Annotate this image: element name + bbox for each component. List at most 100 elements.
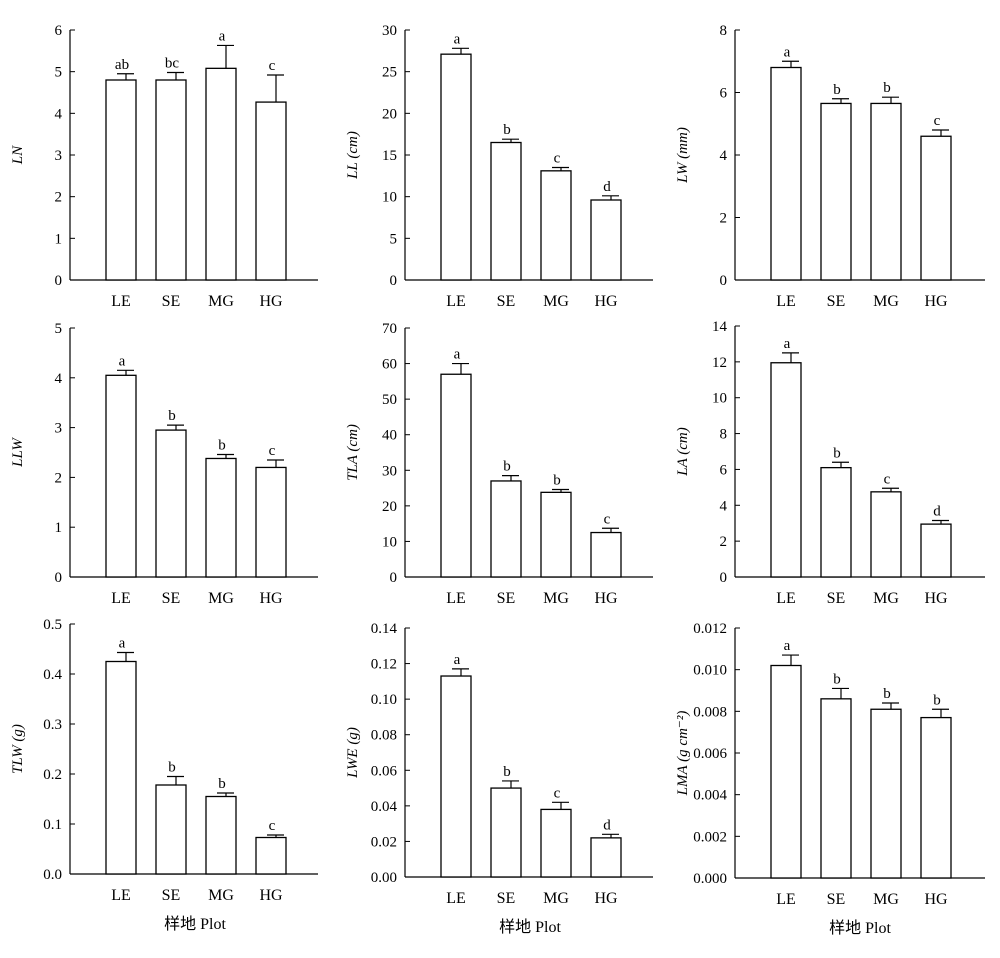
x-tick-label: SE	[162, 590, 181, 607]
y-tick-label: 0.004	[693, 788, 727, 804]
panel-4: 0 1 2 3 4 5 LLW a LE b SE b MG c HG	[10, 321, 318, 607]
significance-letter: c	[269, 818, 276, 834]
significance-letter: a	[454, 31, 461, 47]
y-tick-label: 0.04	[371, 799, 398, 815]
y-tick-label: 60	[382, 357, 397, 373]
significance-letter: a	[119, 353, 126, 369]
x-tick-label: LE	[446, 890, 466, 907]
bar-HG	[920, 716, 952, 879]
y-tick-label: 0	[720, 570, 728, 586]
y-tick-label: 20	[382, 106, 397, 122]
bar-HG	[920, 135, 952, 281]
y-tick-label: 25	[382, 65, 397, 81]
significance-letter: b	[218, 776, 226, 792]
y-tick-label: 0.0	[43, 867, 62, 883]
y-tick-label: 0.12	[371, 657, 397, 673]
bar-MG	[205, 457, 237, 578]
y-tick-label: 12	[712, 355, 727, 371]
y-tick-label: 0	[390, 570, 398, 586]
significance-letter: bc	[165, 56, 180, 72]
significance-letter: b	[883, 686, 891, 702]
bar-SE	[490, 787, 522, 878]
y-tick-label: 4	[55, 106, 63, 122]
bar-HG	[255, 466, 287, 578]
x-tick-label: MG	[873, 891, 899, 908]
x-tick-label: LE	[446, 293, 466, 310]
significance-letter: a	[784, 336, 791, 352]
significance-letter: a	[784, 44, 791, 60]
x-tick-label: SE	[497, 590, 516, 607]
x-tick-label: HG	[594, 890, 618, 907]
significance-letter: a	[119, 636, 126, 652]
significance-letter: a	[784, 638, 791, 654]
x-tick-label: LE	[446, 590, 466, 607]
bar-HG	[920, 523, 952, 578]
y-axis-label: LA (cm)	[675, 427, 691, 476]
y-tick-label: 0.08	[371, 728, 397, 744]
bar-SE	[155, 79, 187, 281]
bar-MG	[205, 67, 237, 281]
y-tick-label: 5	[55, 65, 63, 81]
significance-letter: b	[218, 437, 226, 453]
y-tick-label: 0	[55, 570, 63, 586]
y-tick-label: 0.14	[371, 621, 398, 637]
y-tick-label: 0.000	[693, 871, 727, 887]
significance-letter: d	[603, 179, 611, 195]
y-tick-label: 10	[382, 190, 397, 206]
bar-MG	[540, 808, 572, 878]
significance-letter: b	[933, 692, 941, 708]
x-tick-label: SE	[827, 891, 846, 908]
x-tick-label: MG	[543, 590, 569, 607]
y-tick-label: 1	[55, 520, 63, 536]
y-tick-label: 5	[390, 231, 398, 247]
x-tick-label: SE	[827, 590, 846, 607]
x-tick-label: MG	[873, 590, 899, 607]
x-tick-label: HG	[924, 891, 948, 908]
x-tick-label: HG	[594, 293, 618, 310]
significance-letter: b	[503, 122, 511, 138]
significance-letter: c	[269, 58, 276, 74]
y-tick-label: 0.5	[43, 617, 62, 633]
bar-LE	[105, 374, 137, 578]
y-tick-label: 0.4	[43, 667, 62, 683]
y-tick-label: 30	[382, 463, 397, 479]
y-tick-label: 3	[55, 421, 63, 437]
significance-letter: b	[503, 764, 511, 780]
x-tick-label: LE	[111, 887, 131, 904]
y-axis-label: LWE (g)	[345, 727, 361, 779]
bar-MG	[870, 102, 902, 281]
panel-5: 0 10 20 30 40 50 60 70 TLA (cm) a LE b SE b MG c HG	[345, 321, 653, 607]
y-tick-label: 4	[720, 148, 728, 164]
y-tick-label: 2	[720, 211, 728, 227]
x-tick-label: LE	[776, 293, 796, 310]
bar-MG	[870, 491, 902, 578]
y-tick-label: 0	[390, 273, 398, 289]
y-tick-label: 0.012	[693, 621, 727, 637]
significance-letter: c	[554, 151, 561, 167]
panel-1: 0 1 2 3 4 5 6 LN ab LE bc SE a MG c HG	[10, 23, 318, 310]
x-tick-label: MG	[208, 293, 234, 310]
bar-HG	[590, 199, 622, 281]
bar-MG	[540, 491, 572, 578]
y-tick-label: 3	[55, 148, 63, 164]
x-tick-label: MG	[873, 293, 899, 310]
x-tick-label: MG	[208, 887, 234, 904]
bar-HG	[590, 531, 622, 578]
bar-HG	[255, 836, 287, 875]
x-tick-label: MG	[543, 293, 569, 310]
significance-letter: b	[168, 408, 176, 424]
y-tick-label: 0.008	[693, 704, 727, 720]
x-tick-label: MG	[543, 890, 569, 907]
y-tick-label: 14	[712, 319, 728, 335]
significance-letter: b	[553, 472, 561, 488]
y-tick-label: 1	[55, 231, 63, 247]
bar-LE	[770, 362, 802, 578]
x-tick-label: SE	[162, 887, 181, 904]
y-tick-label: 8	[720, 427, 728, 443]
x-axis-label: 样地 Plot	[829, 919, 891, 937]
panel-2: 0 5 10 15 20 25 30 LL (cm) a LE b SE c MG d HG	[345, 23, 653, 310]
y-tick-label: 0.00	[371, 870, 397, 886]
y-tick-label: 0.1	[43, 817, 62, 833]
bar-HG	[255, 101, 287, 281]
